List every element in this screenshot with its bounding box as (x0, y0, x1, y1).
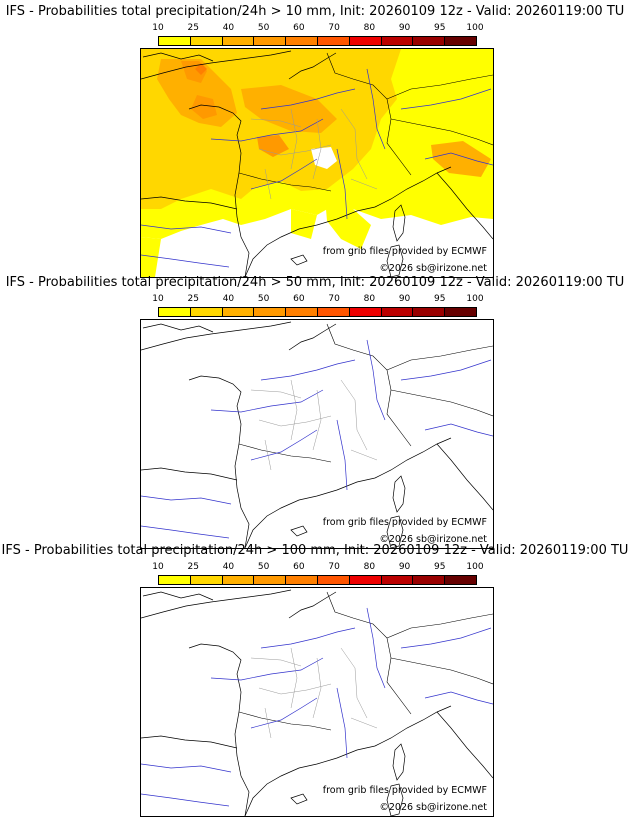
colorbar-segment (254, 308, 287, 316)
panel-title: IFS - Probabilities total precipitation/… (5, 4, 625, 19)
map-panel-10mm: IFS - Probabilities total precipitation/… (0, 2, 630, 278)
colorbar-segment (317, 37, 350, 45)
colorbar-tick-label: 80 (363, 23, 376, 33)
colorbar-segment (445, 37, 476, 45)
colorbar-tick-label: 95 (434, 562, 446, 572)
colorbar-segment (254, 576, 287, 584)
colorbar-segment (381, 576, 414, 584)
credit-source: from grib files provided by ECMWF (322, 785, 487, 796)
colorbar-segment (254, 37, 287, 45)
colorbar-segment (286, 308, 318, 316)
colorbar-tick-labels: 10 25 40 50 60 70 80 90 95 100 (141, 561, 496, 573)
prob-area-60-70 (195, 63, 207, 75)
colorbar-tick-label: 90 (398, 23, 411, 33)
colorbar-tick-label: 80 (363, 562, 376, 572)
colorbar-segment (317, 576, 350, 584)
colorbar (158, 307, 477, 317)
prob-area-40-50 (157, 59, 491, 177)
colorbar-segment (445, 308, 476, 316)
prob-area-50-60 (181, 61, 289, 157)
colorbar-tick-label: 50 (257, 23, 270, 33)
map-canvas (141, 321, 493, 548)
colorbar-segment (413, 37, 446, 45)
panel-title: IFS - Probabilities total precipitation/… (5, 275, 625, 290)
colorbar-tick-label: 50 (257, 294, 270, 304)
map-panel-100mm: IFS - Probabilities total precipitation/… (0, 541, 630, 821)
colorbar-tick-label: 40 (222, 294, 235, 304)
colorbar-segment (349, 37, 382, 45)
colorbar-tick-label: 70 (328, 294, 340, 304)
colorbar-tick-labels: 10 25 40 50 60 70 80 90 95 100 (141, 293, 496, 305)
colorbar-tick-label: 40 (222, 23, 235, 33)
colorbar-tick-label: 90 (398, 294, 411, 304)
colorbar-segment (190, 37, 223, 45)
colorbar (158, 36, 477, 46)
colorbar-segment (381, 37, 414, 45)
colorbar-segment (349, 576, 382, 584)
colorbar-tick-label: 70 (328, 23, 340, 33)
colorbar-segment (190, 576, 223, 584)
colorbar-tick-label: 70 (328, 562, 340, 572)
probability-map: from grib files provided by ECMWF ©2026 … (140, 587, 494, 817)
colorbar-segment (413, 308, 446, 316)
colorbar (158, 575, 477, 585)
panel-title: IFS - Probabilities total precipitation/… (1, 543, 629, 558)
colorbar-tick-labels: 10 25 40 50 60 70 80 90 95 100 (141, 22, 496, 34)
colorbar-tick-label: 60 (293, 562, 305, 572)
colorbar-tick-label: 50 (257, 562, 270, 572)
prob-area-clear (311, 147, 337, 169)
colorbar-segment (159, 308, 191, 316)
colorbar-tick-label: 10 (152, 23, 164, 33)
colorbar-tick-label: 100 (466, 562, 484, 572)
colorbar-tick-label: 60 (293, 23, 305, 33)
colorbar-tick-label: 40 (222, 562, 235, 572)
map-canvas (141, 49, 493, 277)
colorbar-tick-label: 80 (363, 294, 376, 304)
colorbar-segment (222, 576, 255, 584)
colorbar-segment (286, 37, 318, 45)
colorbar-tick-label: 95 (434, 23, 446, 33)
credit-source: from grib files provided by ECMWF (322, 517, 487, 528)
credit-copyright: ©2026 sb@irizone.net (379, 534, 487, 545)
prob-area-10-25-south (141, 197, 371, 277)
colorbar-segment (317, 308, 350, 316)
colorbar-tick-label: 10 (152, 562, 164, 572)
colorbar-tick-label: 100 (466, 294, 484, 304)
colorbar-segment (349, 308, 382, 316)
colorbar-segment (286, 576, 318, 584)
colorbar-segment (381, 308, 414, 316)
credit-source: from grib files provided by ECMWF (322, 246, 487, 257)
colorbar-segment (445, 576, 476, 584)
colorbar-segment (413, 576, 446, 584)
colorbar-tick-label: 25 (187, 562, 199, 572)
colorbar-segment (159, 576, 191, 584)
colorbar-tick-label: 95 (434, 294, 446, 304)
probability-map: from grib files provided by ECMWF ©2026 … (140, 319, 494, 549)
colorbar-segment (190, 308, 223, 316)
credit-copyright: ©2026 sb@irizone.net (379, 263, 487, 274)
colorbar-segment (222, 37, 255, 45)
colorbar-tick-label: 25 (187, 294, 199, 304)
colorbar-segment (222, 308, 255, 316)
credit-copyright: ©2026 sb@irizone.net (379, 802, 487, 813)
colorbar-tick-label: 90 (398, 562, 411, 572)
probability-map: from grib files provided by ECMWF ©2026 … (140, 48, 494, 278)
colorbar-segment (159, 37, 191, 45)
colorbar-tick-label: 60 (293, 294, 305, 304)
colorbar-tick-label: 25 (187, 23, 199, 33)
map-panel-50mm: IFS - Probabilities total precipitation/… (0, 273, 630, 549)
colorbar-tick-label: 10 (152, 294, 164, 304)
map-canvas (141, 589, 493, 816)
colorbar-tick-label: 100 (466, 23, 484, 33)
